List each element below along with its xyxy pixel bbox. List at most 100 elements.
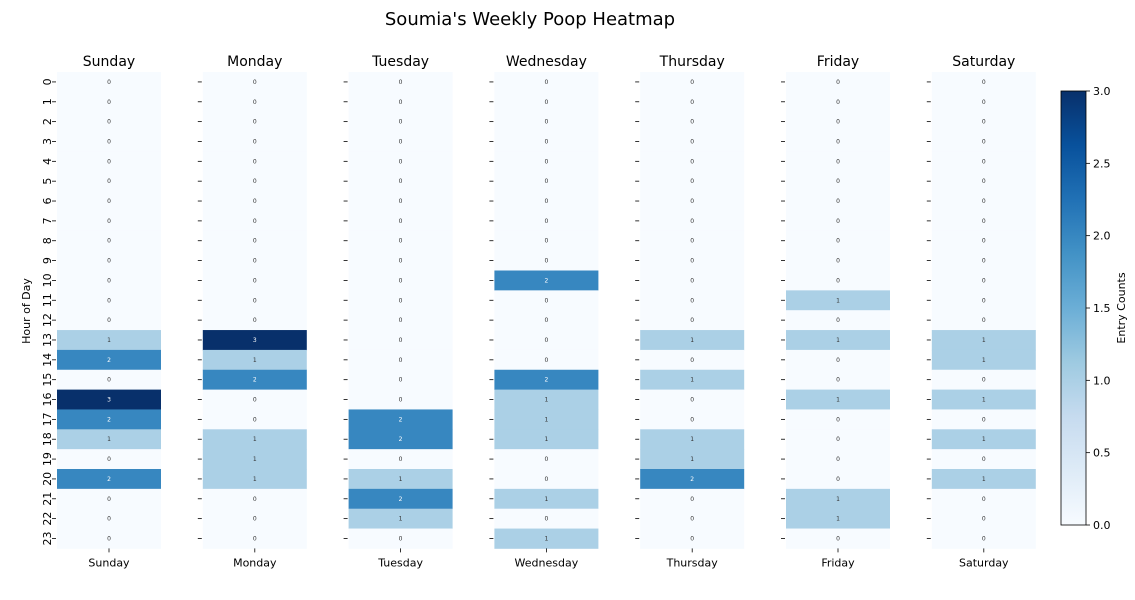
cell-value-label: 0 [690,496,694,503]
cell-value-label: 0 [982,218,986,225]
heatmap-cell [931,191,1036,212]
cell-value-label: 0 [836,79,840,86]
cell-value-label: 0 [690,138,694,145]
heatmap-cell [931,290,1036,311]
cell-value-label: 1 [836,496,840,503]
heatmap-cell [57,210,161,232]
heatmap-cell [494,429,599,450]
heatmap-cell [348,488,453,510]
heatmap-cell [202,131,307,152]
heatmap-cell [202,111,307,132]
cell-value-label: 0 [253,258,257,265]
cell-value-label: 1 [690,377,694,384]
heatmap-cell [640,191,745,212]
heatmap-cell [57,508,161,529]
cell-value-label: 0 [690,277,694,284]
cell-value-label: 0 [399,377,403,384]
heatmap-cell [931,72,1036,93]
cell-value-label: 0 [690,397,694,404]
cell-value-label: 0 [107,456,111,463]
heatmap-cell [786,72,890,93]
cell-value-label: 0 [982,416,986,423]
heatmap-cell [202,191,307,212]
x-tick-label: Tuesday [377,556,423,569]
y-tick-label: 9 [41,257,54,264]
cell-value-label: 1 [544,496,548,503]
cell-value-label: 0 [107,535,111,542]
heatmap-cell [202,389,307,410]
cell-value-label: 0 [107,277,111,284]
heatmap-cell [640,429,745,450]
heatmap-cell [202,210,307,232]
cell-value-label: 0 [253,79,257,86]
heatmap-cell [640,72,745,93]
heatmap-cell [640,250,745,271]
cell-value-label: 0 [836,317,840,324]
heatmap-cell [202,449,307,470]
heatmap-cell [202,72,307,93]
heatmap-cell [57,409,161,430]
cell-value-label: 0 [982,158,986,165]
y-tick-label: 0 [41,78,54,85]
heatmap-cell [494,290,599,311]
cell-value-label: 0 [399,79,403,86]
heatmap-cell [640,469,745,490]
heatmap-cell [202,151,307,172]
heatmap-cell [202,310,307,331]
cell-value-label: 0 [836,238,840,245]
cell-value-label: 0 [399,218,403,225]
heatmap-cell [931,488,1036,510]
heatmap-cell [786,230,890,252]
heatmap-cell [202,91,307,113]
x-tick-label: Saturday [959,556,1009,569]
cell-value-label: 0 [544,158,548,165]
heatmap-cell [57,369,161,390]
heatmap-cell [494,349,599,371]
y-axis-label: Hour of Day [20,278,33,344]
cell-value-label: 0 [982,317,986,324]
cell-value-label: 0 [107,238,111,245]
heatmap-cell [348,409,453,430]
heatmap-cell [57,230,161,252]
cell-value-label: 0 [690,238,694,245]
cell-value-label: 0 [253,238,257,245]
cell-value-label: 0 [690,178,694,185]
heatmap-cell [494,72,599,93]
day-title: Monday [227,54,282,70]
heatmap-cell [931,528,1036,549]
y-tick-label: 16 [41,393,54,407]
heatmap-cell [348,91,453,113]
heatmap-cell [348,290,453,311]
cell-value-label: 1 [544,416,548,423]
heatmap-cell [786,290,890,311]
cell-value-label: 0 [836,218,840,225]
cell-value-label: 0 [107,297,111,304]
cell-value-label: 0 [544,337,548,344]
cell-value-label: 0 [836,258,840,265]
y-tick-label: 18 [41,432,54,446]
cell-value-label: 0 [836,456,840,463]
heatmap-cell [640,369,745,390]
heatmap-cell [931,330,1036,351]
cell-value-label: 0 [982,496,986,503]
cell-value-label: 2 [690,476,694,483]
heatmap-cell [931,349,1036,371]
cell-value-label: 0 [399,297,403,304]
cell-value-label: 0 [399,535,403,542]
cell-value-label: 0 [253,496,257,503]
y-tick-label: 20 [41,472,54,486]
day-title: Thursday [659,54,725,70]
y-tick-label: 17 [41,412,54,426]
cell-value-label: 1 [544,535,548,542]
cell-value-label: 0 [690,119,694,126]
cell-value-label: 0 [982,119,986,126]
cell-value-label: 1 [107,337,111,344]
heatmap-cell [494,310,599,331]
cell-value-label: 0 [836,377,840,384]
heatmap-cell [57,191,161,212]
cell-value-label: 1 [399,476,403,483]
cell-value-label: 0 [107,317,111,324]
heatmap-cell [640,349,745,371]
cell-value-label: 1 [253,436,257,443]
cell-value-label: 0 [253,535,257,542]
